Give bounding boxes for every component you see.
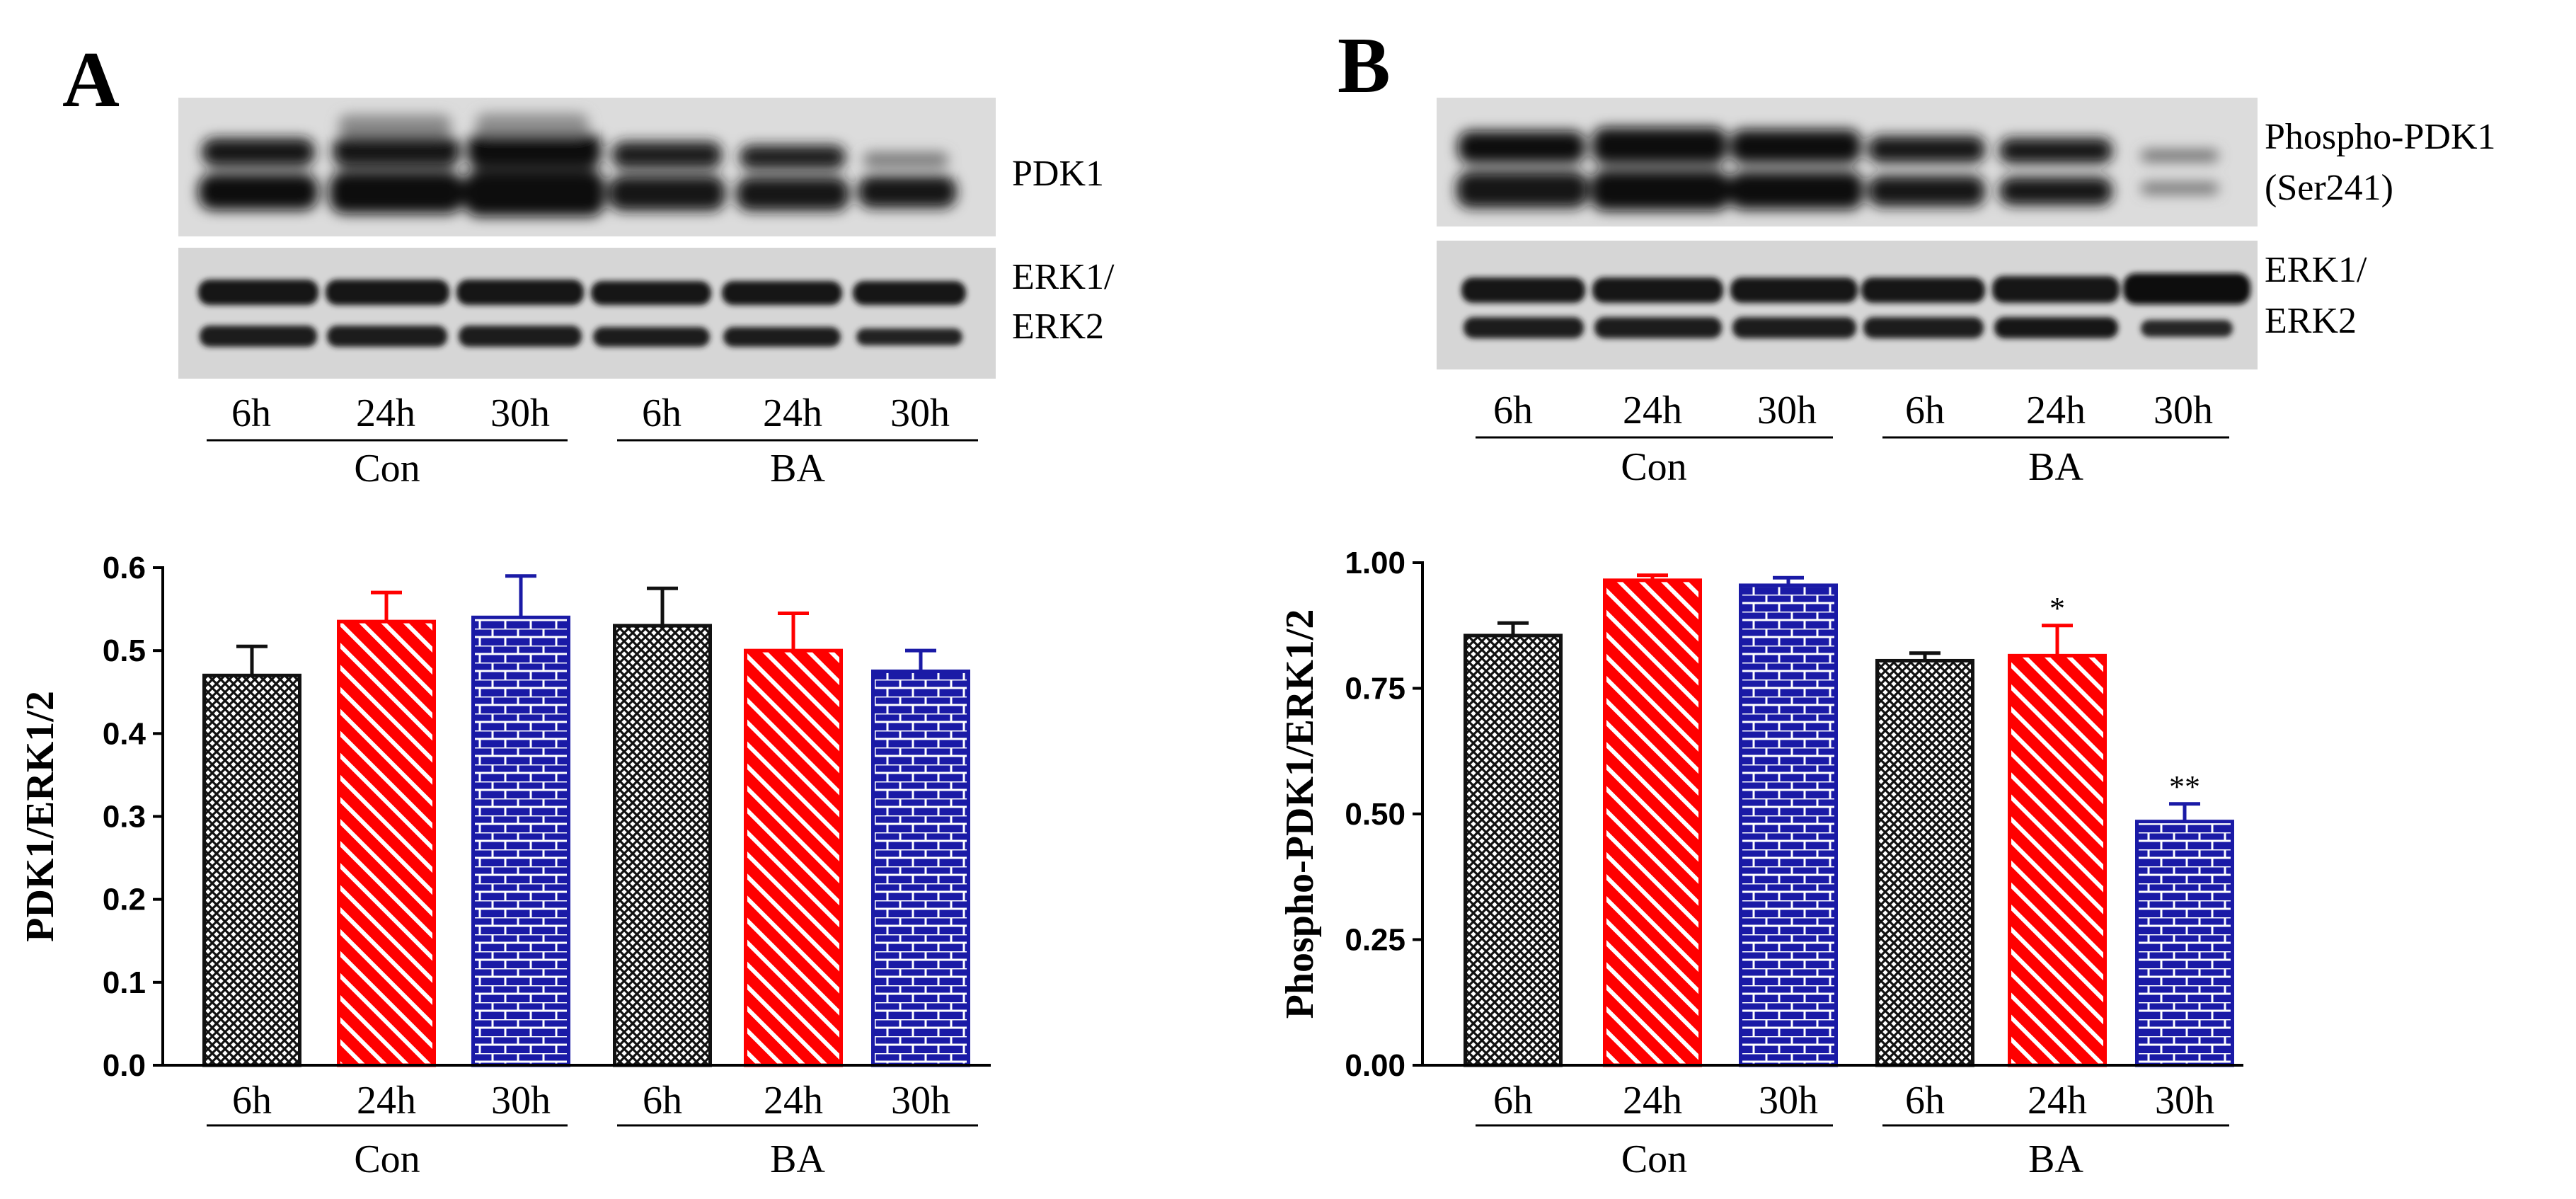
blot-label-erk2: ERK2 bbox=[2265, 301, 2357, 341]
lane-label: 24h bbox=[763, 391, 822, 435]
significance-label: * bbox=[2049, 591, 2065, 626]
blot-b-bottom bbox=[1437, 241, 2258, 369]
bar bbox=[744, 648, 843, 1067]
lane-label: 6h bbox=[1905, 389, 1945, 432]
y-tick-label: 0.1 bbox=[103, 965, 146, 1000]
panel-letter-a: A bbox=[62, 36, 120, 124]
group-label-ba: BA bbox=[770, 447, 825, 490]
x-tick-label: 30h bbox=[891, 1079, 950, 1123]
x-tick-label: 6h bbox=[643, 1079, 682, 1123]
bar bbox=[2135, 820, 2234, 1067]
blot-label-erk1: ERK1/ bbox=[2265, 250, 2367, 290]
y-tick-label: 0.4 bbox=[103, 716, 146, 751]
x-tick-label: 6h bbox=[1493, 1079, 1533, 1123]
panel-b: B Phospho-PDK1 (Ser241) bbox=[1278, 22, 2496, 1181]
western-blot-image bbox=[1456, 127, 2219, 211]
x-tick-label: 6h bbox=[1905, 1079, 1945, 1123]
lane-label: 6h bbox=[231, 391, 271, 435]
western-blot-image bbox=[1461, 273, 2250, 338]
blot-label-ser241: (Ser241) bbox=[2265, 168, 2393, 208]
group-label-con: Con bbox=[1621, 445, 1686, 489]
western-blot-image bbox=[198, 280, 966, 347]
lane-label: 30h bbox=[1757, 389, 1817, 432]
y-tick-label: 0.25 bbox=[1345, 923, 1405, 958]
chart-a: 0.0 0.1 0.2 0.3 0.4 0.5 0.6 PDK1/ERK1/2 6h 24h 30h… bbox=[18, 551, 991, 1181]
x-tick-label: 24h bbox=[1623, 1079, 1682, 1123]
blot-label-erk2: ERK2 bbox=[1012, 306, 1104, 347]
x-tick-label: 30h bbox=[1759, 1079, 1818, 1123]
blot-a-top bbox=[178, 98, 996, 236]
lane-label: 24h bbox=[2026, 389, 2086, 432]
group-label: Con bbox=[354, 1137, 420, 1181]
blot-b-lanes: 6h 24h 30h 6h 24h 30h Con BA bbox=[1476, 389, 2229, 489]
panel-letter-b: B bbox=[1338, 22, 1391, 110]
bar bbox=[471, 615, 570, 1067]
bar bbox=[1739, 583, 1838, 1067]
group-label: BA bbox=[2028, 1137, 2083, 1181]
western-blot-image bbox=[198, 113, 957, 217]
blot-label-phospho-pdk1: Phospho-PDK1 bbox=[2265, 117, 2496, 157]
chart-b: ***0.000.250.500.751.00Phospho-PDK1/ERK1… bbox=[1278, 546, 2243, 1181]
lane-label: 30h bbox=[2154, 389, 2213, 432]
bar bbox=[871, 669, 970, 1067]
group-label: Con bbox=[1621, 1137, 1687, 1181]
panel-a: A PDK1 bbox=[18, 36, 1115, 1181]
lane-label: 6h bbox=[642, 391, 682, 435]
bar bbox=[202, 673, 301, 1067]
lane-label: 6h bbox=[1493, 389, 1533, 432]
y-tick-label: 0.2 bbox=[103, 883, 146, 917]
blot-a-bottom-background bbox=[178, 248, 996, 379]
x-tick-label: 24h bbox=[357, 1079, 416, 1123]
group-label: BA bbox=[770, 1137, 825, 1181]
lane-label: 30h bbox=[490, 391, 550, 435]
y-tick-label: 0.50 bbox=[1345, 797, 1405, 832]
y-tick-label: 0.5 bbox=[103, 633, 146, 668]
bar bbox=[1603, 578, 1702, 1067]
x-tick-label: 30h bbox=[491, 1079, 551, 1123]
significance-label: ** bbox=[2169, 769, 2200, 804]
lane-label: 24h bbox=[356, 391, 415, 435]
bar bbox=[337, 619, 436, 1067]
bar bbox=[613, 624, 712, 1067]
blot-b-top bbox=[1437, 98, 2258, 226]
x-tick-label: 30h bbox=[2155, 1079, 2214, 1123]
y-tick-label: 0.3 bbox=[103, 800, 146, 834]
y-tick-label: 1.00 bbox=[1345, 546, 1405, 580]
group-label-con: Con bbox=[354, 447, 420, 490]
blot-label-erk1: ERK1/ bbox=[1012, 257, 1115, 297]
y-tick-label: 0.0 bbox=[103, 1048, 146, 1083]
blot-a-bottom bbox=[178, 248, 996, 379]
group-label-ba: BA bbox=[2028, 445, 2083, 489]
x-tick-label: 6h bbox=[232, 1079, 272, 1123]
blot-b-bottom-background bbox=[1437, 241, 2258, 369]
bar bbox=[2008, 653, 2107, 1067]
x-tick-label: 24h bbox=[2028, 1079, 2087, 1123]
bar bbox=[1464, 633, 1563, 1067]
x-tick-label: 24h bbox=[764, 1079, 823, 1123]
y-tick-label: 0.6 bbox=[103, 551, 146, 585]
blot-label-pdk1: PDK1 bbox=[1012, 154, 1104, 194]
y-axis-label: PDK1/ERK1/2 bbox=[18, 691, 62, 942]
blot-a-lanes: 6h 24h 30h 6h 24h 30h Con BA bbox=[207, 391, 978, 490]
lane-label: 24h bbox=[1623, 389, 1682, 432]
bar bbox=[1875, 658, 1974, 1067]
y-axis-label: Phospho-PDK1/ERK1/2 bbox=[1278, 609, 1322, 1019]
lane-label: 30h bbox=[890, 391, 950, 435]
y-tick-label: 0.75 bbox=[1345, 672, 1405, 706]
y-tick-label: 0.00 bbox=[1345, 1048, 1405, 1083]
